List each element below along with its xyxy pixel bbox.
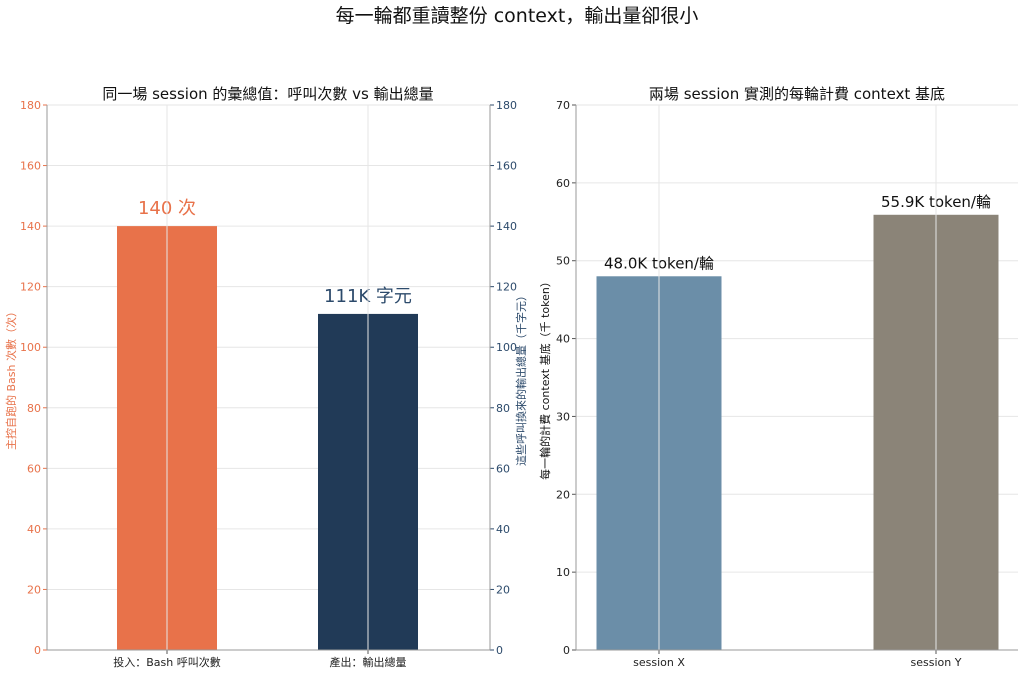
y-tick-label-left: 40 <box>27 523 41 536</box>
y-tick-label-left: 20 <box>27 583 41 596</box>
y-tick-label-right: 0 <box>496 644 503 657</box>
y-tick-label-right: 20 <box>496 583 510 596</box>
left-chart-grid <box>47 104 490 651</box>
y-tick-label-left: 140 <box>20 220 41 233</box>
x-tick-label: session Y <box>911 656 962 669</box>
right-chart-bars: 48.0K token/輪55.9K token/輪 <box>596 193 999 650</box>
figure-title: 每一輪都重讀整份 context，輸出量卻很小 <box>336 5 699 27</box>
right-chart-vgrid <box>658 105 937 650</box>
y-tick-label-left: 60 <box>27 462 41 475</box>
y-tick-label-left: 120 <box>20 281 41 294</box>
y-tick-label: 70 <box>556 99 570 112</box>
y-tick-label-right: 40 <box>496 523 510 536</box>
y-tick-label-left: 160 <box>20 160 41 173</box>
x-tick-label: session X <box>633 656 685 669</box>
left-chart-vgrid <box>166 105 369 650</box>
left-chart-ylabel-right: 這些呼叫換來的輸出總量（千字元） <box>514 290 528 466</box>
x-tick-label: 產出：輸出總量 <box>330 655 407 669</box>
right-chart-ylabel: 每一輪的計費 context 基底（千 token） <box>538 276 552 480</box>
y-tick-label: 20 <box>556 488 570 501</box>
y-tick-label-left: 180 <box>20 99 41 112</box>
y-tick-label-right: 60 <box>496 462 510 475</box>
y-tick-label: 0 <box>563 644 570 657</box>
left-chart-title: 同一場 session 的彙總值：呼叫次數 vs 輸出總量 <box>102 85 433 103</box>
y-tick-label: 50 <box>556 255 570 268</box>
y-tick-label-right: 100 <box>496 341 517 354</box>
y-tick-label: 10 <box>556 566 570 579</box>
y-tick-label-right: 160 <box>496 160 517 173</box>
y-tick-label-left: 80 <box>27 402 41 415</box>
left-chart-axes: 0 0 20 20 40 40 60 60 80 80 100 100 120 120 140 140 160 1… <box>20 99 517 669</box>
left-chart-ylabel-left: 主控自跑的 Bash 次數（次） <box>4 306 18 450</box>
y-tick-label-left: 100 <box>20 341 41 354</box>
y-tick-label-left: 0 <box>34 644 41 657</box>
y-tick-label-right: 180 <box>496 99 517 112</box>
x-tick-label: 投入：Bash 呼叫次數 <box>113 655 221 669</box>
y-tick-label: 30 <box>556 410 570 423</box>
y-tick-label-right: 120 <box>496 281 517 294</box>
y-tick-label: 40 <box>556 333 570 346</box>
right-chart-title: 兩場 session 實測的每輪計費 context 基底 <box>649 85 945 103</box>
right-chart: 48.0K token/輪55.9K token/輪 0 10 20 30 40 50 60… <box>538 85 1018 669</box>
y-tick-label: 60 <box>556 177 570 190</box>
y-tick-label-right: 80 <box>496 402 510 415</box>
right-chart-axes: 0 10 20 30 40 50 60 70 session X session Y <box>556 99 1018 669</box>
y-tick-label-right: 140 <box>496 220 517 233</box>
